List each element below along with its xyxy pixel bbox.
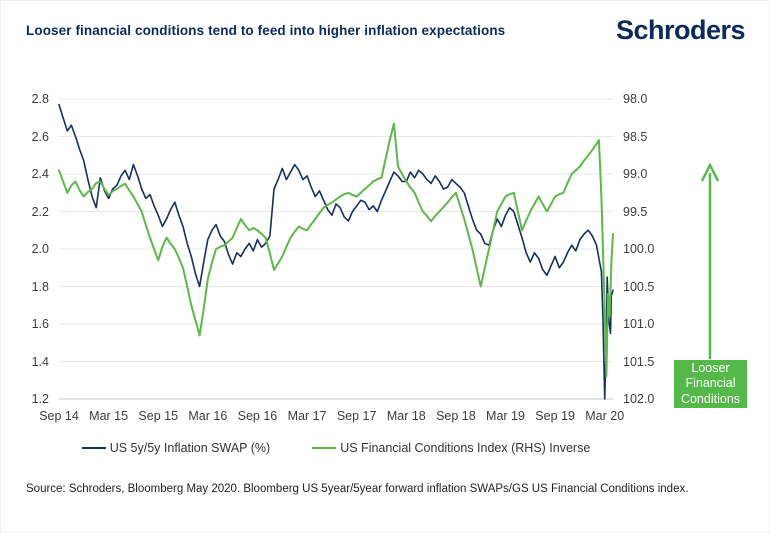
- y-axis-tick-right: 98.5: [623, 129, 648, 144]
- y-axis-tick-right: 98.0: [623, 92, 648, 106]
- x-axis-tick: Sep 19: [535, 409, 575, 423]
- callout-line: Conditions: [680, 391, 741, 406]
- legend-label: US Financial Conditions Index (RHS) Inve…: [340, 441, 591, 455]
- x-axis-tick: Sep 18: [436, 409, 476, 423]
- x-axis-tick: Mar 16: [188, 409, 228, 423]
- financial-conditions-line: [58, 122, 614, 378]
- green-line-swatch: [312, 447, 337, 449]
- y-axis-tick-right: 102.0: [623, 392, 655, 406]
- inflation-swap-line: [58, 103, 614, 400]
- navy-line-swatch: [81, 447, 106, 449]
- y-axis-tick-right: 99.0: [623, 167, 648, 181]
- y-axis-tick-left: 2.6: [31, 129, 49, 144]
- legend-label: US 5y/5y Inflation SWAP (%): [109, 441, 271, 455]
- arrow-head-icon: [700, 162, 720, 182]
- callout-line: Looser: [691, 360, 730, 375]
- x-axis-tick: Sep 17: [336, 409, 377, 423]
- y-axis-tick-right: 101.0: [623, 317, 655, 331]
- x-axis-tick: Sep 15: [138, 409, 179, 423]
- callout-line: Financial: [685, 376, 736, 391]
- x-axis-tick: Mar 18: [386, 409, 426, 423]
- x-axis-tick: Mar 19: [486, 409, 525, 423]
- x-axis-tick: Mar 15: [89, 409, 129, 423]
- x-axis-tick: Mar 17: [287, 409, 327, 423]
- y-axis-tick-left: 2.0: [31, 242, 49, 256]
- y-axis-tick-right: 100.5: [623, 279, 655, 294]
- y-axis-tick-left: 2.2: [31, 204, 49, 219]
- y-axis-tick-left: 2.4: [31, 167, 49, 181]
- y-axis-tick-right: 100.0: [623, 242, 655, 256]
- y-axis-tick-left: 2.8: [31, 92, 49, 106]
- x-axis-tick: Sep 16: [237, 409, 278, 423]
- y-axis-tick-right: 101.5: [623, 354, 655, 369]
- x-axis-tick: Mar 20: [585, 409, 625, 423]
- legend-item-financial-conditions: US Financial Conditions Index (RHS) Inve…: [312, 441, 590, 455]
- y-axis-tick-left: 1.8: [31, 279, 49, 294]
- looser-conditions-callout: Looser Financial Conditions: [674, 360, 747, 408]
- chart-title: Looser financial conditions tend to feed…: [26, 23, 506, 38]
- chart-legend: US 5y/5y Inflation SWAP (%) US Financial…: [31, 441, 641, 455]
- x-axis-tick: Sep 14: [39, 409, 79, 423]
- y-axis-tick-left: 1.6: [31, 317, 49, 331]
- schroders-logo: Schroders: [615, 15, 746, 45]
- y-axis-tick-left: 1.2: [31, 392, 49, 406]
- y-axis-tick-right: 99.5: [623, 204, 648, 219]
- legend-item-inflation-swap: US 5y/5y Inflation SWAP (%): [81, 441, 271, 455]
- source-note: Source: Schroders, Bloomberg May 2020. B…: [26, 483, 689, 495]
- y-axis-tick-left: 1.4: [31, 354, 49, 369]
